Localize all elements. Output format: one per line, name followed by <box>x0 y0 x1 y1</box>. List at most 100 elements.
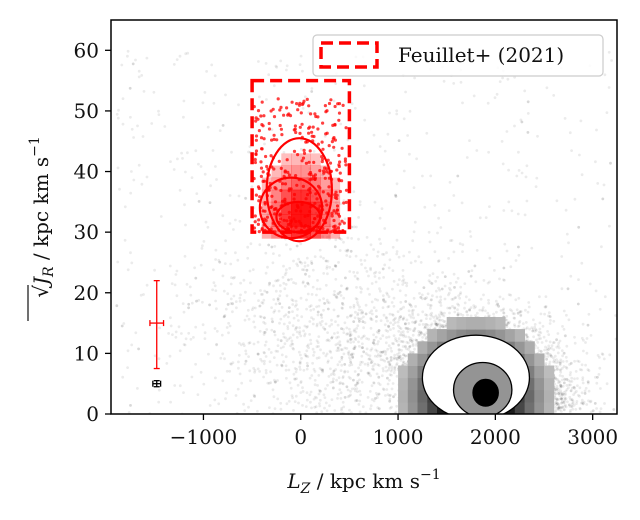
background-point <box>397 139 401 143</box>
background-point <box>126 268 130 272</box>
background-point <box>130 127 134 131</box>
background-point <box>396 324 400 328</box>
background-point <box>412 308 415 312</box>
background-point <box>392 357 396 361</box>
background-point <box>328 265 332 269</box>
background-point <box>561 354 564 358</box>
background-point <box>169 324 173 328</box>
background-point <box>587 369 591 372</box>
background-point <box>395 250 399 253</box>
background-point <box>295 262 299 266</box>
background-point <box>214 289 218 292</box>
background-point <box>232 294 236 298</box>
background-point <box>355 327 359 330</box>
background-point <box>295 303 298 307</box>
background-point <box>353 345 357 349</box>
background-point <box>379 354 383 357</box>
background-point <box>319 313 323 317</box>
background-point <box>409 337 413 340</box>
background-point <box>565 377 569 381</box>
background-point <box>295 330 299 334</box>
background-point <box>380 207 384 211</box>
background-point <box>356 380 359 383</box>
background-point <box>201 244 204 248</box>
background-point <box>353 274 357 278</box>
background-point <box>457 294 460 298</box>
background-point <box>369 358 373 362</box>
background-point <box>561 400 564 404</box>
background-point <box>287 311 291 314</box>
background-point <box>430 282 434 285</box>
background-point <box>178 349 182 353</box>
background-point <box>368 311 372 314</box>
background-point <box>398 316 401 319</box>
background-point <box>508 320 511 324</box>
background-point <box>407 309 411 313</box>
background-point <box>578 394 581 398</box>
background-point <box>231 302 234 306</box>
background-point <box>438 315 442 319</box>
background-point <box>376 250 380 254</box>
background-point <box>377 375 381 379</box>
background-point <box>562 327 566 331</box>
background-point <box>229 262 233 266</box>
background-point <box>345 332 349 336</box>
background-point <box>312 354 315 357</box>
background-point <box>309 342 313 345</box>
background-point <box>475 249 479 252</box>
background-point <box>412 230 416 234</box>
background-point <box>595 128 598 132</box>
background-point <box>352 303 356 307</box>
background-point <box>560 255 564 258</box>
background-point <box>317 356 321 360</box>
background-point <box>187 306 191 310</box>
background-point <box>294 299 298 303</box>
background-point <box>386 347 390 351</box>
background-point <box>332 99 336 103</box>
background-point <box>363 321 367 324</box>
background-point <box>401 345 405 348</box>
background-point <box>387 305 391 308</box>
background-point <box>348 358 352 362</box>
background-point <box>408 109 412 113</box>
background-point <box>575 402 578 405</box>
background-point <box>265 328 269 331</box>
background-point <box>175 294 179 298</box>
background-point <box>390 365 394 369</box>
background-point <box>572 385 576 389</box>
background-point <box>229 297 233 301</box>
background-point <box>285 294 289 298</box>
background-point <box>376 396 379 399</box>
background-point <box>576 377 579 380</box>
background-point <box>253 306 257 310</box>
background-point <box>239 281 243 285</box>
background-point <box>593 402 597 405</box>
background-point <box>372 248 375 251</box>
background-point <box>603 73 607 77</box>
background-point <box>458 296 462 300</box>
background-point <box>282 151 286 154</box>
background-point <box>339 369 343 372</box>
background-point <box>332 148 336 152</box>
background-point <box>305 325 309 329</box>
background-point <box>115 112 119 116</box>
background-point <box>423 326 426 330</box>
background-point <box>231 310 234 314</box>
background-point <box>279 401 283 405</box>
background-point <box>240 381 244 385</box>
background-point <box>375 315 378 318</box>
background-point <box>408 250 411 254</box>
background-point <box>263 359 266 363</box>
background-point <box>481 306 485 309</box>
background-point <box>469 274 473 278</box>
background-point <box>352 305 356 309</box>
background-point <box>249 379 252 383</box>
background-point <box>356 390 359 393</box>
background-point <box>556 398 559 401</box>
background-point <box>513 324 517 328</box>
background-point <box>305 307 308 311</box>
background-point <box>428 317 432 321</box>
background-point <box>373 362 377 366</box>
background-point <box>407 322 411 325</box>
